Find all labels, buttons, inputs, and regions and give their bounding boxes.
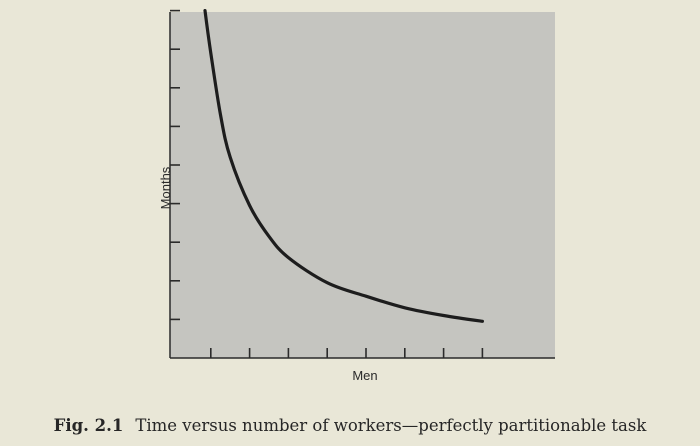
plot-area: [170, 12, 555, 358]
y-axis-label: Months: [158, 166, 173, 210]
data-series-line: [203, 9, 484, 323]
x-axis-label: Men: [352, 368, 378, 383]
figure-number: Fig. 2.1: [53, 416, 124, 435]
figure-caption: Fig. 2.1 Time versus number of workers—pe…: [0, 416, 700, 435]
figure-caption-text: Time versus number of workers—perfectly …: [135, 416, 647, 435]
axis-ticks: [170, 9, 484, 358]
axes: [169, 12, 555, 359]
